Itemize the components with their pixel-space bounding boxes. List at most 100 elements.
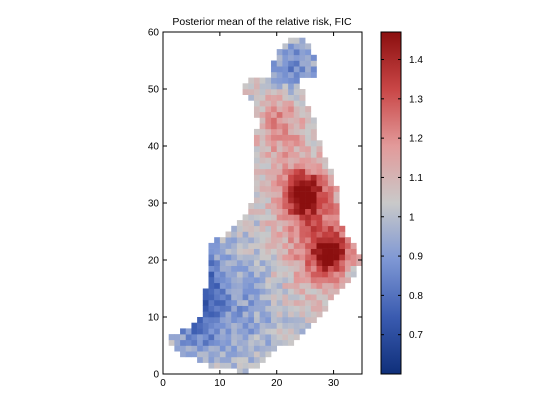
- heatmap-cell: [293, 271, 300, 278]
- heatmap-cell: [236, 225, 243, 232]
- heatmap-cell: [327, 185, 334, 192]
- heatmap-cell: [236, 305, 243, 312]
- heatmap-cell: [276, 225, 283, 232]
- heatmap-cell: [219, 260, 226, 266]
- heatmap-cell: [231, 351, 238, 358]
- heatmap-cell: [282, 254, 289, 261]
- heatmap-cell: [299, 288, 306, 295]
- heatmap-cell: [180, 334, 187, 341]
- heatmap-cell: [242, 237, 249, 244]
- heatmap-cell: [288, 317, 295, 323]
- heatmap-cell: [265, 328, 272, 335]
- heatmap-cell: [225, 288, 232, 295]
- heatmap-cell: [310, 134, 317, 141]
- heatmap-cell: [214, 254, 221, 261]
- heatmap-cell: [327, 271, 334, 278]
- heatmap-cell: [327, 225, 334, 232]
- x-axis: 0 10 20 30: [160, 32, 340, 389]
- heatmap-cell: [265, 128, 272, 135]
- heatmap-cell: [259, 94, 266, 101]
- colorbar-tick-label: 1.2: [409, 134, 423, 145]
- heatmap-cell: [259, 265, 266, 272]
- heatmap-cell: [253, 77, 260, 84]
- heatmap-cell: [316, 288, 323, 295]
- heatmap-cell: [276, 277, 283, 284]
- heatmap-cell: [248, 254, 255, 261]
- heatmap-cell: [288, 146, 295, 152]
- heatmap-cell: [282, 220, 289, 227]
- heatmap-cell: [225, 345, 232, 352]
- heatmap-cell: [293, 117, 300, 124]
- heatmap-cell: [282, 106, 289, 113]
- heatmap-cell: [276, 100, 283, 107]
- heatmap-cell: [356, 260, 363, 266]
- heatmap-cell: [225, 260, 232, 266]
- heatmap-cell: [316, 140, 323, 147]
- heatmap-cell: [248, 225, 255, 232]
- heatmap-cell: [282, 248, 289, 255]
- heatmap-cell: [271, 225, 278, 232]
- heatmap-cell: [299, 237, 306, 244]
- heatmap-cell: [259, 180, 266, 187]
- heatmap-cell: [271, 271, 278, 278]
- heatmap-cell: [271, 299, 278, 306]
- heatmap-cell: [271, 208, 278, 215]
- heatmap-cell: [214, 328, 221, 335]
- heatmap-cell: [225, 231, 232, 238]
- heatmap-cell: [276, 220, 283, 227]
- heatmap-cell: [202, 322, 209, 329]
- heatmap-cell: [288, 151, 295, 158]
- heatmap-cell: [282, 339, 289, 346]
- heatmap-cell: [322, 168, 329, 175]
- heatmap-cell: [265, 123, 272, 130]
- heatmap-cell: [282, 43, 289, 50]
- heatmap-cell: [293, 185, 300, 192]
- heatmap-cell: [214, 282, 221, 289]
- heatmap-cell: [316, 214, 323, 221]
- heatmap-cell: [310, 248, 317, 255]
- heatmap-cell: [231, 311, 238, 318]
- heatmap-cell: [253, 339, 260, 346]
- heatmap-cell: [180, 339, 187, 346]
- heatmap-cell: [236, 231, 243, 238]
- heatmap-cell: [265, 146, 272, 152]
- heatmap-cell: [253, 89, 260, 95]
- heatmap-cell: [271, 180, 278, 187]
- heatmap-cell: [219, 328, 226, 335]
- heatmap-cell: [276, 214, 283, 221]
- heatmap-cell: [219, 271, 226, 278]
- heatmap-cell: [248, 265, 255, 272]
- heatmap-cell: [327, 282, 334, 289]
- heatmap-cell: [316, 191, 323, 198]
- heatmap-cell: [242, 368, 249, 375]
- heatmap-cell: [310, 237, 317, 244]
- heatmap-cell: [299, 123, 306, 130]
- heatmap-cell: [288, 197, 295, 204]
- heatmap-cell: [231, 288, 238, 295]
- heatmap-cell: [276, 134, 283, 141]
- heatmap-cell: [265, 277, 272, 284]
- heatmap-cell: [271, 106, 278, 113]
- heatmap-cell: [305, 203, 312, 209]
- heatmap-cell: [276, 89, 283, 95]
- heatmap-cell: [231, 265, 238, 272]
- heatmap-cell: [305, 140, 312, 147]
- heatmap-cell: [327, 237, 334, 244]
- heatmap-cell: [236, 322, 243, 329]
- heatmap-cell: [288, 288, 295, 295]
- heatmap-cell: [185, 345, 192, 352]
- heatmap-cell: [259, 294, 266, 301]
- heatmap-cell: [253, 208, 260, 215]
- heatmap-cell: [265, 305, 272, 312]
- heatmap-cell: [293, 322, 300, 329]
- heatmap-cell: [253, 231, 260, 238]
- heatmap-cell: [242, 299, 249, 306]
- heatmap-cell: [299, 66, 306, 73]
- heatmap-cell: [265, 83, 272, 90]
- heatmap-cell: [282, 146, 289, 152]
- heatmap-cell: [322, 305, 329, 312]
- heatmap-cell: [242, 248, 249, 255]
- heatmap-cell: [288, 214, 295, 221]
- heatmap-cell: [214, 277, 221, 284]
- heatmap-cell: [293, 220, 300, 227]
